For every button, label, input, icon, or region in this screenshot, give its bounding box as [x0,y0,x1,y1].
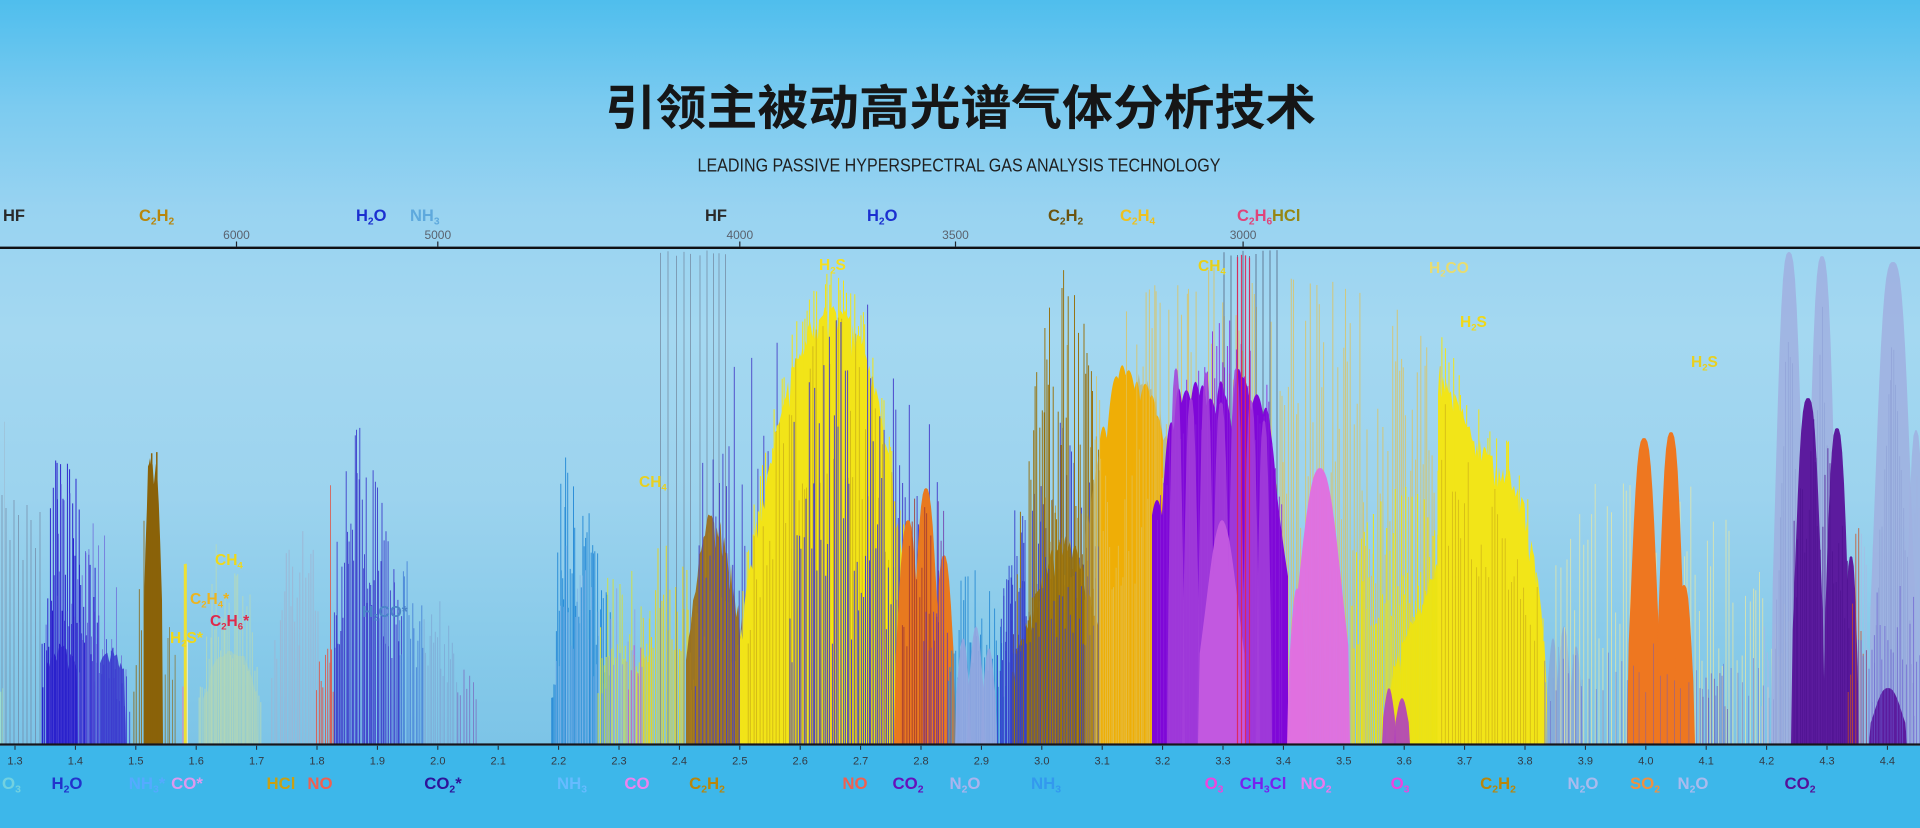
svg-text:CH4: CH4 [215,552,243,572]
svg-text:C2H2: C2H2 [1480,774,1516,796]
svg-text:2.9: 2.9 [974,756,989,768]
svg-text:4000: 4000 [726,228,753,242]
svg-text:1.3: 1.3 [7,756,22,768]
svg-text:C2H2: C2H2 [1048,207,1084,228]
svg-text:SO2: SO2 [1630,774,1660,796]
svg-text:NO2: NO2 [1301,774,1332,796]
svg-text:3.2: 3.2 [1155,756,1170,768]
svg-text:H2O: H2O [52,774,83,796]
svg-text:NO: NO [842,774,867,793]
svg-text:3.9: 3.9 [1578,756,1593,768]
svg-text:2.3: 2.3 [611,756,626,768]
svg-text:C2H2: C2H2 [139,207,175,228]
svg-text:4.2: 4.2 [1759,756,1774,768]
svg-text:3.8: 3.8 [1517,756,1532,768]
svg-text:2.1: 2.1 [491,756,506,768]
svg-text:N2O: N2O [1568,774,1599,796]
svg-text:2.4: 2.4 [672,756,687,768]
svg-text:1.6: 1.6 [189,756,204,768]
svg-text:N2O: N2O [1678,774,1709,796]
svg-text:1.7: 1.7 [249,756,264,768]
svg-text:2.2: 2.2 [551,756,566,768]
svg-text:HF: HF [705,207,727,225]
svg-text:H2O: H2O [867,207,898,228]
svg-text:C2H6: C2H6 [1237,207,1273,228]
svg-text:CO2: CO2 [893,774,924,796]
svg-text:HCl: HCl [1272,207,1300,225]
svg-text:2.6: 2.6 [793,756,808,768]
svg-text:HF: HF [3,207,25,225]
svg-text:2.0: 2.0 [430,756,445,768]
svg-text:H2S: H2S [819,257,846,277]
svg-text:2.8: 2.8 [913,756,928,768]
svg-text:H2O: H2O [356,207,387,228]
svg-text:1.4: 1.4 [68,756,83,768]
svg-text:NH3: NH3 [557,774,587,796]
svg-text:1.8: 1.8 [309,756,324,768]
svg-text:C2H6*: C2H6* [210,613,250,633]
svg-text:C2H2: C2H2 [689,774,725,796]
svg-text:H2S: H2S [1691,354,1718,374]
svg-text:CO2: CO2 [1785,774,1816,796]
svg-text:NH3: NH3 [1031,774,1061,796]
svg-text:CO: CO [624,774,649,793]
svg-text:NH3*: NH3* [129,774,166,796]
svg-text:3500: 3500 [942,228,969,242]
svg-text:CH3Cl: CH3Cl [1240,774,1287,796]
svg-text:CO2*: CO2* [424,774,462,796]
svg-text:4.0: 4.0 [1638,756,1653,768]
svg-text:3.6: 3.6 [1397,756,1412,768]
svg-text:4.4: 4.4 [1880,756,1895,768]
svg-text:3.1: 3.1 [1095,756,1110,768]
svg-text:1.5: 1.5 [128,756,143,768]
svg-text:3.5: 3.5 [1336,756,1351,768]
svg-text:H2S: H2S [1460,314,1487,334]
svg-text:NH3: NH3 [410,207,440,228]
svg-text:HCl: HCl [267,774,296,793]
svg-text:C2H4*: C2H4* [190,591,230,611]
svg-text:LEADING PASSIVE HYPERSPECTRAL: LEADING PASSIVE HYPERSPECTRAL GAS ANALYS… [698,155,1221,176]
svg-text:CO*: CO* [171,774,203,793]
svg-text:3.4: 3.4 [1276,756,1291,768]
svg-text:6000: 6000 [223,228,250,242]
svg-text:3.0: 3.0 [1034,756,1049,768]
svg-text:CH4: CH4 [1198,258,1226,278]
svg-text:C2H4: C2H4 [1120,207,1156,228]
svg-text:3.3: 3.3 [1215,756,1230,768]
svg-text:H2CO: H2CO [1429,260,1469,280]
svg-text:NO: NO [307,774,332,793]
svg-text:3.7: 3.7 [1457,756,1472,768]
svg-text:3000: 3000 [1230,228,1257,242]
svg-text:4.1: 4.1 [1699,756,1714,768]
svg-text:2.5: 2.5 [732,756,747,768]
svg-text:N2O: N2O [950,774,981,796]
svg-text:H2S*: H2S* [170,630,204,650]
svg-text:2.7: 2.7 [853,756,868,768]
svg-text:CH4: CH4 [639,474,667,494]
svg-text:5000: 5000 [424,228,451,242]
svg-text:4.3: 4.3 [1819,756,1834,768]
svg-text:H2CO*: H2CO* [362,604,409,624]
svg-text:1.9: 1.9 [370,756,385,768]
